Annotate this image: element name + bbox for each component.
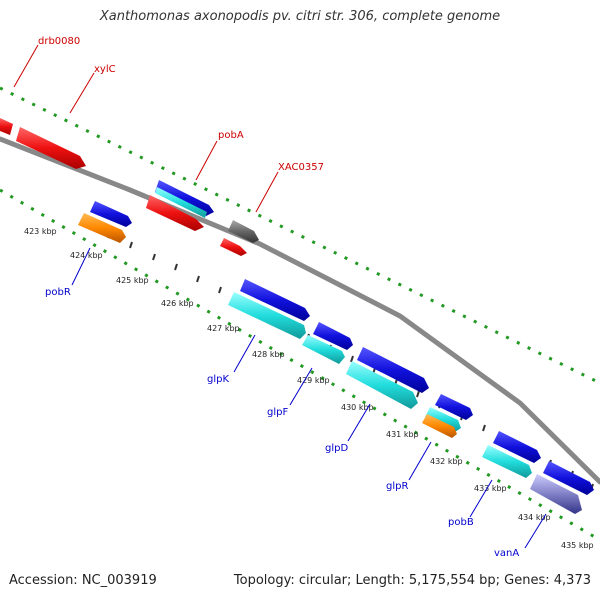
gene-label-drb0080[interactable]: drb0080 xyxy=(38,36,80,47)
gene-label-xylC[interactable]: xylC xyxy=(94,64,116,75)
gene-arrow-red-2[interactable] xyxy=(146,195,204,231)
gene-arrow-pobR-blue[interactable] xyxy=(90,201,132,227)
gene-label-pobA[interactable]: pobA xyxy=(218,130,244,141)
gene-arrow-pobB[interactable] xyxy=(482,445,532,478)
gene-arrow-glpK[interactable] xyxy=(228,292,306,339)
gene-label-vanA[interactable]: vanA xyxy=(494,548,519,559)
tick-label: 426 kbp xyxy=(161,299,194,308)
tick-label: 425 kbp xyxy=(116,276,149,285)
tick-label: 435 kbp xyxy=(561,541,594,550)
gene-arrow-glpK-blue[interactable] xyxy=(240,279,310,321)
accession-text: Accession: NC_003919 xyxy=(9,573,157,588)
gene-arrow-pobA-blue[interactable] xyxy=(155,180,214,216)
top-leader-lines xyxy=(13,44,279,213)
gene-arrow-pobR[interactable] xyxy=(78,213,126,243)
tick-label: 429 kbp xyxy=(297,376,330,385)
gene-arrow-glpR-blue[interactable] xyxy=(435,394,473,420)
tick-label: 430 kbp xyxy=(341,403,374,412)
tick-label: 427 kbp xyxy=(207,324,240,333)
tick-label: 433 kbp xyxy=(474,484,507,493)
gene-arrow-glpR[interactable] xyxy=(422,414,457,438)
gene-label-XAC0357[interactable]: XAC0357 xyxy=(278,162,324,173)
gene-label-pobR[interactable]: pobR xyxy=(45,287,71,298)
gene-label-glpK[interactable]: glpK xyxy=(207,374,229,385)
gene-arrow-pobA-cyan[interactable] xyxy=(155,187,207,218)
gene-arrow-pobB-blue[interactable] xyxy=(493,431,541,463)
gene-arrow-red-3[interactable] xyxy=(220,238,247,256)
gene-arrow-glpF[interactable] xyxy=(302,335,345,364)
tick-label: 434 kbp xyxy=(518,513,551,522)
gc-skew-inner-dots xyxy=(0,188,600,542)
gene-label-glpR[interactable]: glpR xyxy=(386,481,408,492)
gene-arrow-drb0080[interactable] xyxy=(0,118,13,135)
gene-arrow-vanA-blue[interactable] xyxy=(543,461,594,495)
gene-arrow-glpD-blue[interactable] xyxy=(357,347,429,393)
gene-arrow-glpR-cyan[interactable] xyxy=(425,407,461,432)
tick-label: 431 kbp xyxy=(386,430,419,439)
gene-label-glpF[interactable]: glpF xyxy=(267,407,288,418)
gene-arrow-glpD[interactable] xyxy=(346,361,418,409)
gene-arrow-glpF-blue[interactable] xyxy=(313,322,353,350)
tick-label: 432 kbp xyxy=(430,457,463,466)
map-title: Xanthomonas axonopodis pv. citri str. 30… xyxy=(99,9,501,24)
gene-arrow-XAC0357[interactable] xyxy=(228,220,259,243)
gene-label-glpD[interactable]: glpD xyxy=(325,443,348,454)
gene-label-pobB[interactable]: pobB xyxy=(448,517,474,528)
gene-arrow-xylC[interactable] xyxy=(16,127,86,169)
topology-summary: Topology: circular; Length: 5,175,554 bp… xyxy=(233,573,591,588)
genome-backbone xyxy=(0,136,600,485)
bottom-leader-lines xyxy=(71,247,547,549)
gene-arrow-vanA[interactable] xyxy=(530,474,582,514)
tick-label: 428 kbp xyxy=(252,350,285,359)
tick-label: 423 kbp xyxy=(24,227,57,236)
